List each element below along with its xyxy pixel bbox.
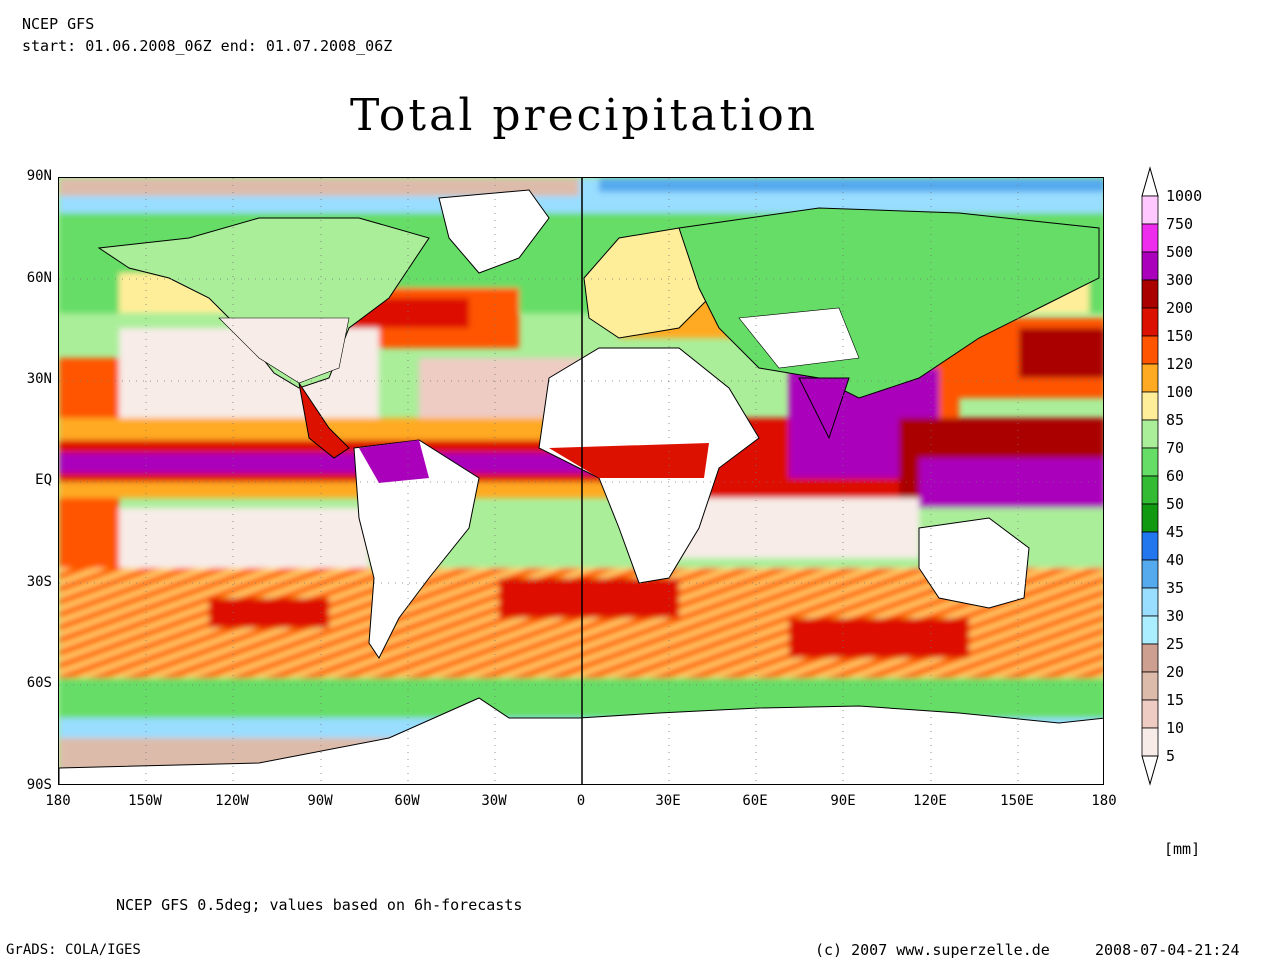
legend-swatch — [1141, 307, 1159, 337]
legend-arrow-top — [1141, 166, 1159, 197]
legend-level-label: 15 — [1166, 691, 1185, 709]
timestamp: 2008-07-04-21:24 — [1095, 941, 1240, 959]
legend-swatch — [1141, 279, 1159, 309]
legend-arrow-bottom — [1141, 755, 1159, 786]
legend-swatch — [1141, 727, 1159, 757]
legend-level-label: 85 — [1166, 411, 1185, 429]
legend-swatch — [1141, 195, 1159, 225]
legend-swatch — [1141, 643, 1159, 673]
australia — [918, 517, 1030, 609]
model-label: NCEP GFS — [22, 15, 95, 33]
lat-label-90s: 90S — [26, 777, 52, 793]
lon-label-120e: 120E — [913, 793, 947, 809]
lon-label-60e: 60E — [742, 793, 768, 809]
legend-level-label: 1000 — [1166, 187, 1203, 205]
legend-swatch — [1141, 503, 1159, 533]
lon-label-180e: 180 — [1091, 793, 1117, 809]
usa-dry-west — [218, 317, 350, 384]
lon-label-180w: 180 — [45, 793, 71, 809]
legend-swatch — [1141, 419, 1159, 449]
legend-level-label: 70 — [1166, 439, 1185, 457]
continents — [59, 189, 1103, 784]
legend-level-label: 120 — [1166, 355, 1194, 373]
grads-credit: GrADS: COLA/IGES — [6, 942, 141, 958]
legend-level-label: 100 — [1166, 383, 1194, 401]
chart-title: Total precipitation — [350, 90, 819, 141]
lon-label-30w: 30W — [481, 793, 507, 809]
lon-label-60w: 60W — [394, 793, 420, 809]
greenland — [438, 189, 550, 274]
legend-swatch — [1141, 559, 1159, 589]
legend-level-label: 40 — [1166, 551, 1185, 569]
legend-level-label: 20 — [1166, 663, 1185, 681]
lat-label-30s: 30S — [26, 574, 52, 590]
lat-label-30n: 30N — [26, 371, 52, 387]
lon-label-90w: 90W — [307, 793, 333, 809]
data-source-note: NCEP GFS 0.5deg; values based on 6h-fore… — [116, 896, 523, 914]
legend-swatch — [1141, 335, 1159, 365]
antarctica — [59, 697, 1103, 784]
lon-label-90e: 90E — [830, 793, 856, 809]
map-canvas — [59, 178, 1103, 784]
lat-label-90n: 90N — [26, 168, 52, 184]
lon-label-150e: 150E — [1000, 793, 1034, 809]
legend-swatch — [1141, 615, 1159, 645]
north-america — [97, 217, 430, 389]
central-asia-dry — [738, 307, 860, 369]
legend-level-label: 750 — [1166, 215, 1194, 233]
unit-label: [mm] — [1164, 840, 1201, 858]
legend-swatch — [1141, 671, 1159, 701]
lat-label-60n: 60N — [26, 270, 52, 286]
legend-level-label: 200 — [1166, 299, 1194, 317]
legend-swatch — [1141, 447, 1159, 477]
legend-level-label: 45 — [1166, 523, 1185, 541]
color-legend — [1141, 166, 1159, 786]
legend-level-label: 500 — [1166, 243, 1194, 261]
copyright: (c) 2007 www.superzelle.de — [815, 941, 1050, 959]
india — [798, 377, 850, 440]
legend-level-label: 50 — [1166, 495, 1185, 513]
lat-label-60s: 60S — [26, 675, 52, 691]
south-america — [353, 439, 480, 659]
legend-swatch — [1141, 223, 1159, 253]
legend-level-label: 150 — [1166, 327, 1194, 345]
lon-label-120w: 120W — [215, 793, 249, 809]
legend-level-label: 25 — [1166, 635, 1185, 653]
legend-level-label: 10 — [1166, 719, 1185, 737]
precipitation-map — [58, 177, 1104, 785]
legend-swatch — [1141, 363, 1159, 393]
amazon-wet — [359, 440, 429, 483]
lon-label-30e: 30E — [655, 793, 681, 809]
legend-swatch — [1141, 475, 1159, 505]
lon-label-150w: 150W — [128, 793, 162, 809]
legend-swatch — [1141, 391, 1159, 421]
legend-level-label: 30 — [1166, 607, 1185, 625]
legend-swatch — [1141, 587, 1159, 617]
central-america — [298, 382, 350, 459]
legend-swatch — [1141, 531, 1159, 561]
legend-level-label: 300 — [1166, 271, 1194, 289]
legend-level-label: 5 — [1166, 747, 1176, 765]
lon-label-0: 0 — [576, 793, 586, 809]
legend-level-label: 35 — [1166, 579, 1185, 597]
legend-swatch — [1141, 251, 1159, 281]
legend-swatch — [1141, 699, 1159, 729]
lat-label-eq: EQ — [35, 472, 52, 488]
period-label: start: 01.06.2008_06Z end: 01.07.2008_06… — [22, 37, 393, 55]
legend-level-label: 60 — [1166, 467, 1185, 485]
